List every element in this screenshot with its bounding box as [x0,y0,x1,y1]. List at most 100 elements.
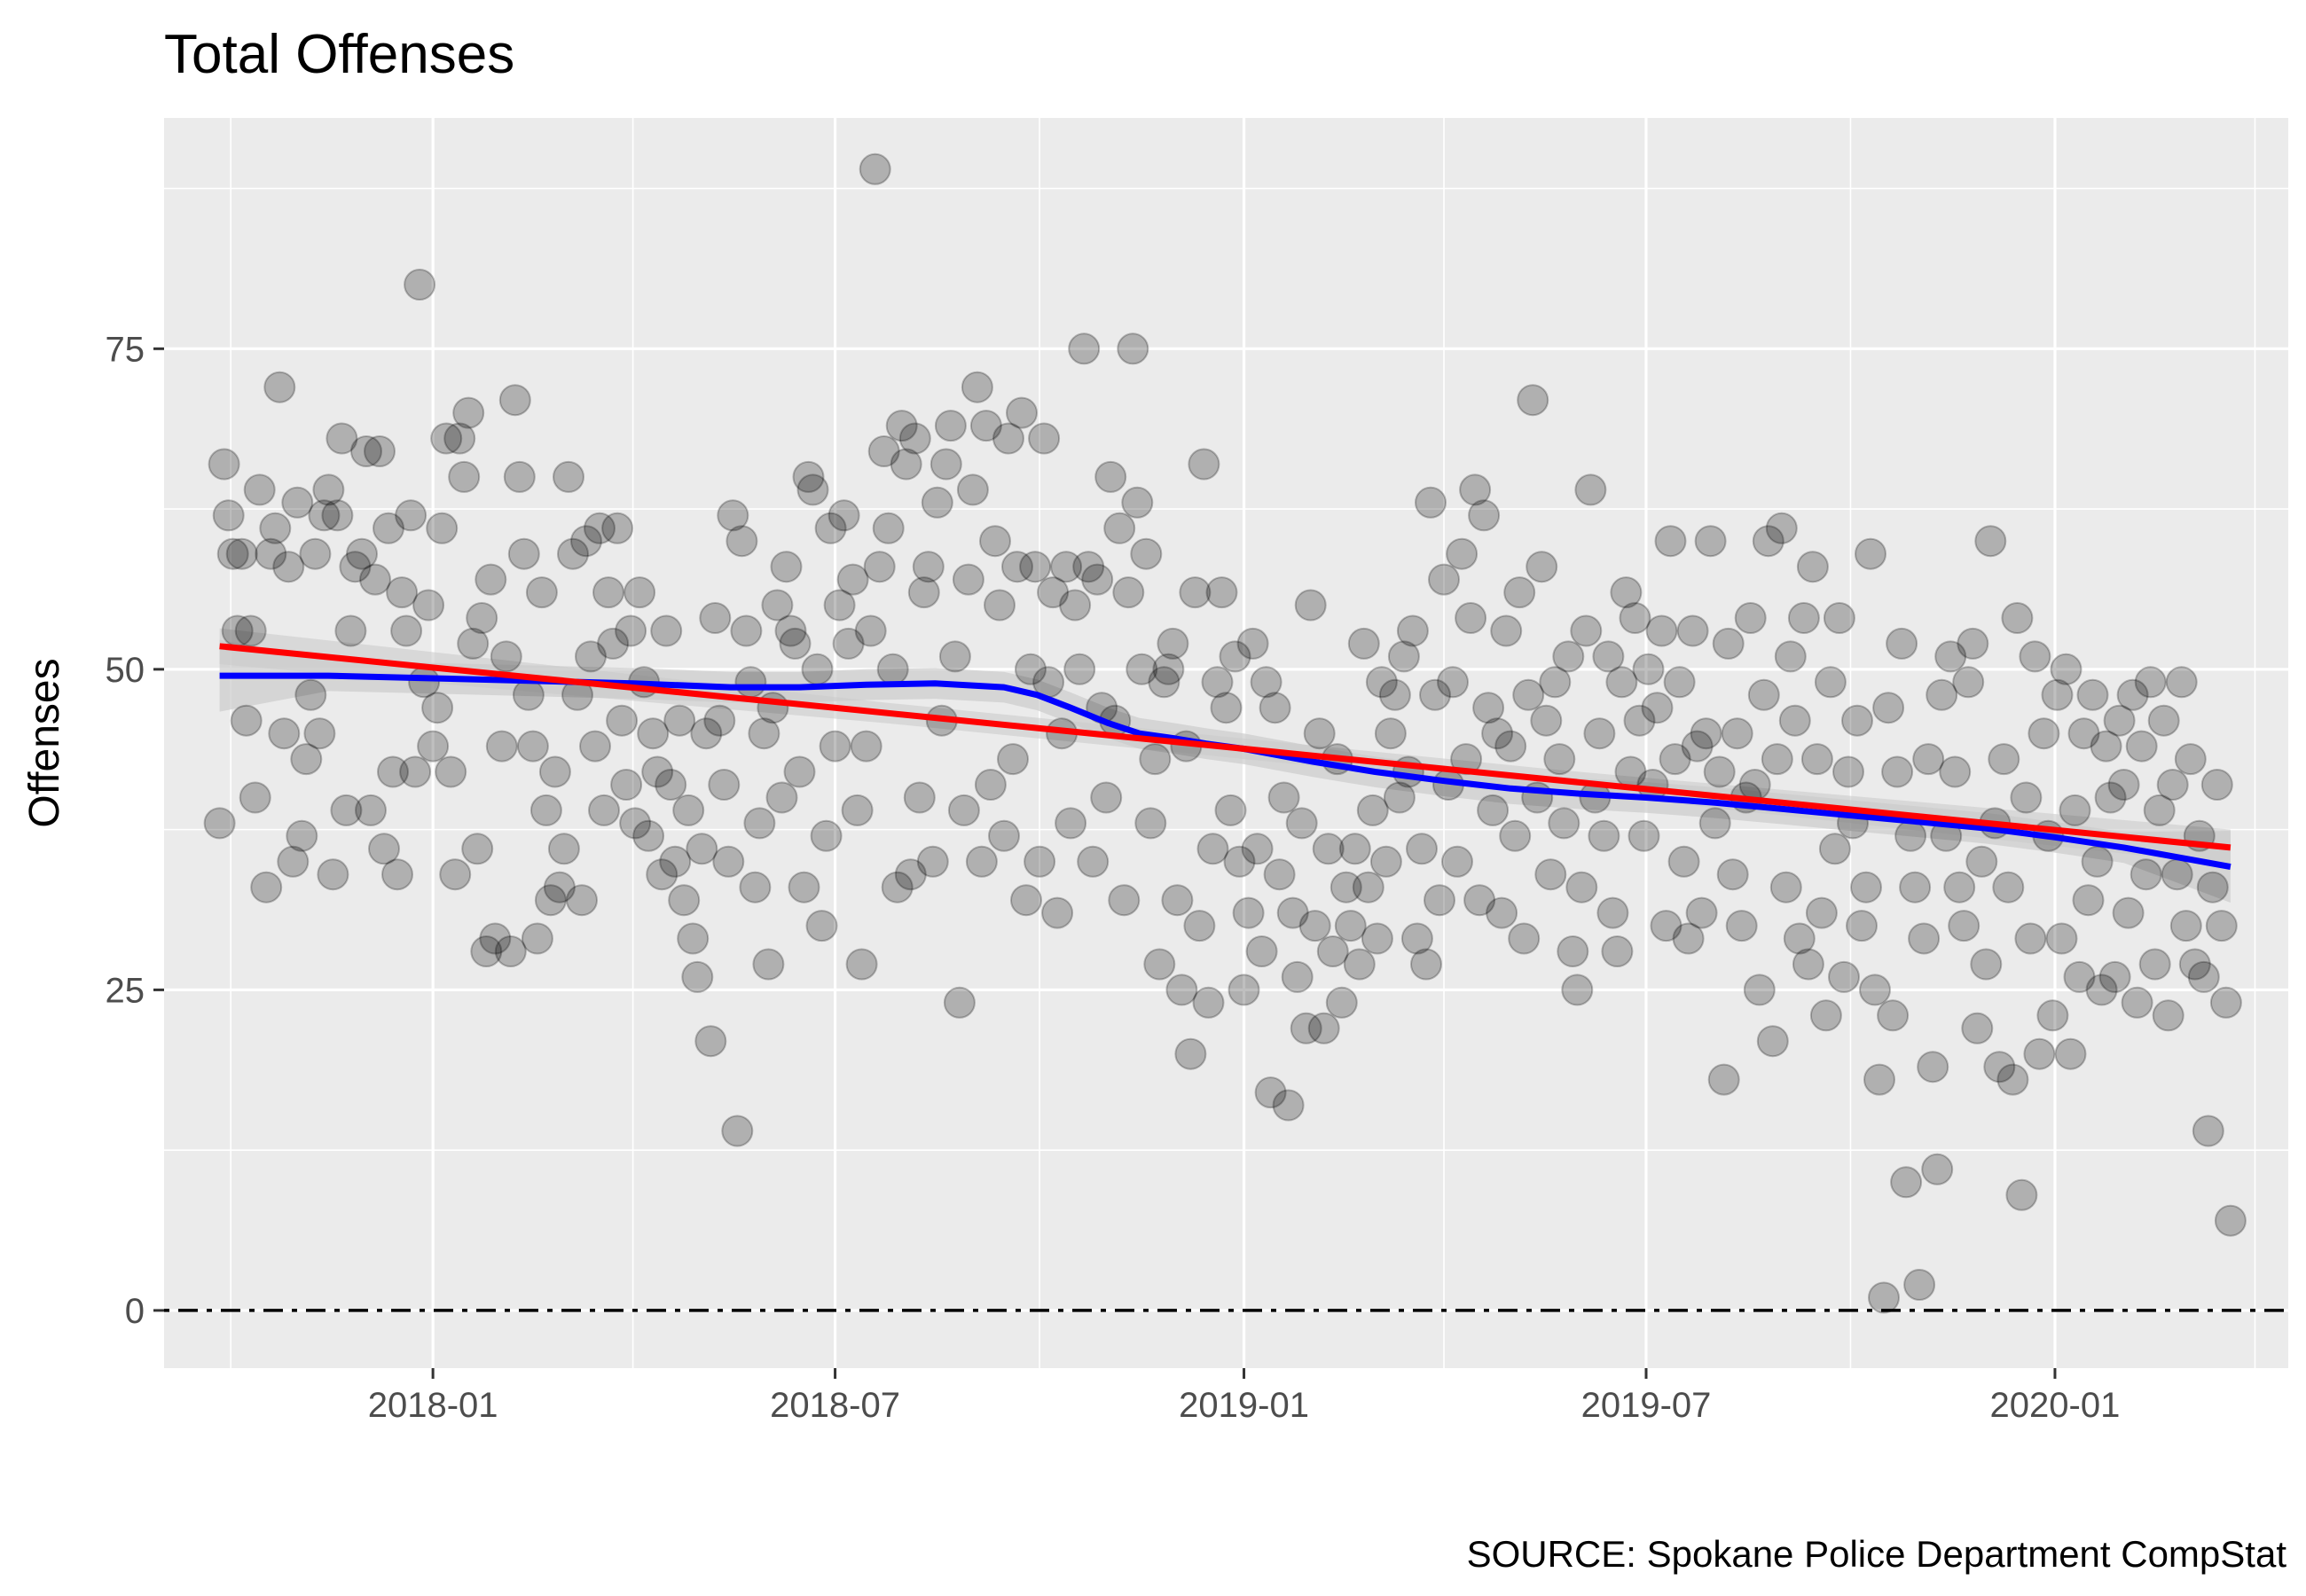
data-point [965,845,998,878]
data-point [814,512,847,544]
data-point [1152,653,1185,685]
data-point [1250,666,1282,699]
data-point [703,704,736,737]
data-point [1503,576,1536,609]
data-point [672,794,705,826]
data-point [2072,884,2105,917]
data-point [1214,794,1247,826]
data-point [1196,833,1229,865]
data-point [588,794,620,826]
data-point [1863,1063,1895,1096]
data-point [1477,794,1510,826]
data-point [1494,730,1527,763]
data-point [364,435,396,467]
data-point [1303,717,1336,750]
data-point [1805,896,1838,929]
data-point [1846,910,1878,943]
data-point [521,922,553,955]
trend-lines [219,643,2231,871]
data-point [1561,974,1594,1006]
data-point [1850,871,1882,904]
data-point [1148,666,1180,699]
data-point [1406,833,1438,865]
data-point [659,845,692,878]
data-point [494,935,527,967]
data-point [1424,884,1455,917]
data-point [255,537,287,570]
data-point [1957,627,1989,660]
data-point [1121,486,1154,519]
minor-gridlines [164,118,2288,1368]
data-point [1139,743,1172,776]
x-axis: 2018-01 2018-07 2019-01 2019-07 2020-01 [368,1368,2120,1425]
data-point [294,678,327,711]
data-point [757,692,789,724]
data-point [1552,640,1585,673]
data-point [1877,999,1910,1032]
data-point [739,871,772,904]
data-point [1338,833,1371,865]
data-point [1472,692,1505,724]
data-point [774,614,807,647]
data-point [1899,871,1932,904]
data-point [663,704,696,737]
data-point [1001,551,1033,583]
data-point [641,755,674,788]
data-point [2023,1037,2056,1070]
data-point [470,935,503,967]
data-point [1725,910,1758,943]
data-point [988,819,1020,852]
data-point [796,473,829,506]
data-point [619,807,652,840]
data-point [947,794,980,826]
data-point [681,960,714,993]
data-point [1285,807,1318,840]
data-point [1490,614,1523,647]
data-point [1134,807,1167,840]
data-point [386,576,419,609]
data-point [421,692,454,724]
data-point [921,486,953,519]
data-point [1068,332,1101,365]
data-point [1210,692,1243,724]
data-point [1943,871,1976,904]
data-point [2152,999,2184,1032]
data-point [610,769,643,801]
data-point [2085,974,2118,1006]
data-point [1774,640,1807,673]
data-point [216,537,249,570]
data-point [2001,602,2034,634]
data-point [1645,614,1678,647]
data-point [350,435,382,467]
data-point [1765,512,1798,544]
data-point [2050,653,2082,685]
data-point [1294,589,1327,622]
data-point [1192,986,1225,1019]
data-point [1161,884,1194,917]
data-point [1654,525,1687,558]
data-point [1698,807,1731,840]
data-point [1290,1012,1322,1044]
data-point [743,807,776,840]
data-point [208,448,240,481]
data-point [308,499,341,532]
data-point [916,845,949,878]
data-point [1855,537,1886,570]
data-point [894,858,927,891]
data-point [461,833,494,865]
data-point [1996,1063,2029,1096]
y-tick-label: 50 [106,651,145,690]
data-point [1912,743,1945,776]
data-point [1548,807,1580,840]
y-tick-label: 25 [106,971,145,1010]
data-point [1245,935,1278,967]
data-point [770,551,803,583]
data-point [557,537,589,570]
data-point [890,448,922,481]
data-point [381,858,413,891]
data-point [2130,858,2162,891]
data-point [938,640,971,673]
data-point [1126,653,1158,685]
data-point [717,499,749,532]
data-point [1063,653,1096,685]
